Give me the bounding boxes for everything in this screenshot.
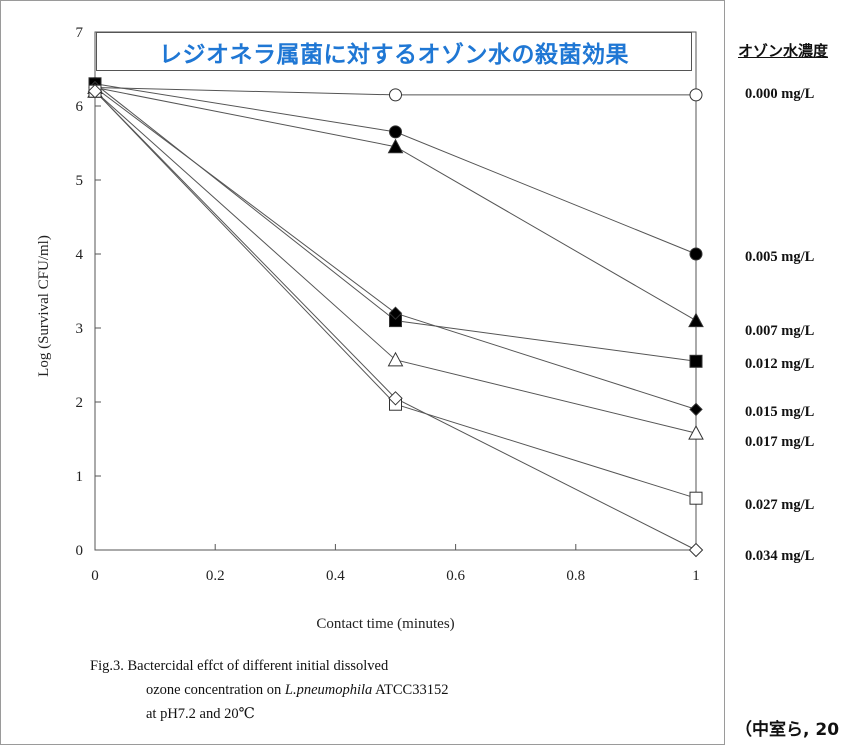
y-tick-label: 7 <box>76 25 84 41</box>
data-point-s3-p3 <box>688 312 704 328</box>
x-axis-label: Contact time (minutes) <box>316 616 454 632</box>
legend-entry-6: 0.017 mg/L <box>745 433 815 450</box>
legend-entry-3: 0.007 mg/L <box>745 322 815 339</box>
data-point-s8-p1 <box>87 83 103 99</box>
legend-title: オゾン水濃度 <box>738 42 829 60</box>
data-point-s2-p3 <box>689 247 703 261</box>
y-tick-label: 1 <box>76 469 84 485</box>
x-tick-label: 1 <box>692 568 700 584</box>
caption-line-2: ozone concentration on L.pneumophila ATC… <box>90 678 670 702</box>
x-tick-label: 0.8 <box>566 568 585 584</box>
data-point-s7-p3 <box>689 491 703 505</box>
series-line-3 <box>94 87 697 322</box>
legend-entry-8: 0.034 mg/L <box>745 548 815 565</box>
y-tick-label: 2 <box>76 395 84 411</box>
y-tick-label: 4 <box>76 247 84 263</box>
chart-title: レジオネラ属菌に対するオゾン水の殺菌効果 <box>96 32 692 71</box>
data-point-s6-p2 <box>387 351 404 367</box>
data-point-s3-p2 <box>387 138 404 154</box>
legend-entry-2: 0.005 mg/L <box>745 248 815 265</box>
y-tick-label: 5 <box>76 173 84 189</box>
y-tick-label: 0 <box>76 543 84 559</box>
data-point-s8-p3 <box>688 542 704 558</box>
legend-entry-7: 0.027 mg/L <box>745 496 815 513</box>
caption-line-3: at pH7.2 and 20℃ <box>146 706 255 722</box>
caption-line-2-pre: ozone concentration on <box>146 682 285 698</box>
caption-line-2-post: ATCC33152 <box>372 682 449 698</box>
x-tick-label: 0.2 <box>206 568 225 584</box>
source-note: （中室ら, 20 <box>735 720 840 740</box>
chart-frame <box>0 0 725 745</box>
data-point-s4-p3 <box>689 354 703 368</box>
plot-area-border <box>94 31 697 551</box>
legend-entry-4: 0.012 mg/L <box>745 356 815 372</box>
caption-line-1: Fig.3. Bactercidal effct of different in… <box>90 658 389 674</box>
data-point-s6-p3 <box>688 425 704 440</box>
y-axis-label: Log (Survival CFU/ml) <box>36 235 52 377</box>
y-tick-label: 6 <box>76 99 84 115</box>
data-point-s1-p3 <box>689 88 703 102</box>
data-point-s1-p2 <box>389 88 402 102</box>
x-tick-label: 0.4 <box>326 568 345 584</box>
data-point-s5-p2 <box>388 306 403 320</box>
legend-entry-1: 0.000 mg/L <box>745 85 815 102</box>
x-tick-label: 0.6 <box>446 568 465 584</box>
y-tick-label: 3 <box>76 321 84 337</box>
data-point-s8-p2 <box>388 391 403 406</box>
data-point-s2-p2 <box>389 125 402 139</box>
x-tick-label: 0 <box>91 568 99 584</box>
figure-caption: Fig.3. Bactercidal effct of different in… <box>90 654 670 726</box>
caption-species: L.pneumophila <box>284 682 373 698</box>
series-line-2 <box>94 83 697 255</box>
legend-entry-5: 0.015 mg/L <box>745 404 815 421</box>
data-point-s5-p3 <box>689 402 703 417</box>
